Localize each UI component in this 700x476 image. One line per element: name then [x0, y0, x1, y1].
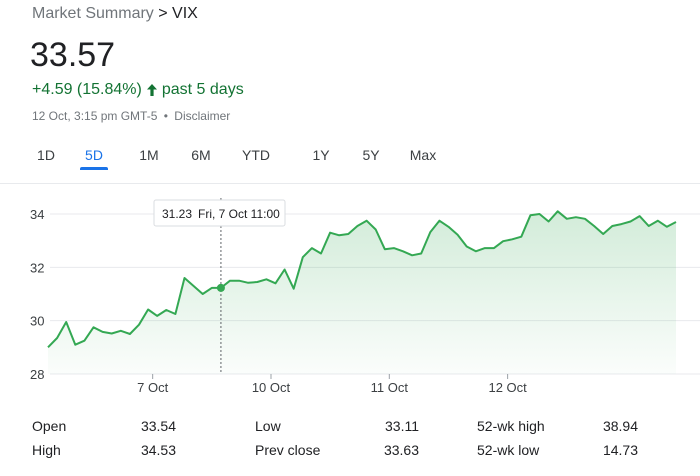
stat-prev-close-label: Prev close [255, 442, 321, 458]
breadcrumb-current: VIX [172, 5, 198, 22]
tab-1y[interactable]: 1Y [312, 147, 330, 163]
tab-ytd[interactable]: YTD [242, 147, 270, 163]
tab-5d[interactable]: 5D [80, 139, 108, 171]
chart-line [47, 210, 677, 348]
breadcrumb-root[interactable]: Market Summary [32, 5, 154, 22]
tooltip-time: Fri, 7 Oct 11:00 [198, 207, 280, 221]
change-period: past 5 days [161, 81, 244, 98]
stat-open-label: Open [32, 418, 67, 434]
quote-timestamp: 12 Oct, 3:15 pm GMT-5 [32, 109, 158, 123]
tabs-divider [0, 183, 700, 184]
tab-max[interactable]: Max [409, 147, 437, 163]
tooltip-value: 31.23 [162, 207, 192, 221]
disclaimer-link[interactable]: Disclaimer [174, 109, 231, 123]
x-tick-label: 11 Oct [371, 380, 409, 395]
stats-row: Open 33.54 Low 33.11 52-wk high 38.94 [0, 418, 700, 440]
tab-6m[interactable]: 6M [191, 147, 211, 163]
y-tick-label: 32 [30, 260, 44, 275]
stats-row: High 34.53 Prev close 33.63 52-wk low 14… [0, 442, 700, 464]
x-tick-label: 12 Oct [488, 380, 527, 395]
current-price: 33.57 [30, 36, 116, 74]
hover-point [216, 283, 225, 292]
tab-1m[interactable]: 1M [139, 147, 159, 163]
y-tick-label: 28 [30, 367, 44, 382]
arrow-up-icon [146, 84, 157, 96]
stat-low-label: Low [255, 418, 281, 434]
tab-1d[interactable]: 1D [37, 147, 55, 163]
stat-52wk-high-value: 38.94 [602, 418, 638, 434]
stat-high-value: 34.53 [140, 442, 176, 458]
chart-area-fill [48, 211, 676, 374]
stat-open-value: 33.54 [140, 418, 176, 434]
stat-52wk-high-label: 52-wk high [477, 418, 545, 434]
x-tick-label: 7 Oct [137, 380, 168, 395]
quote-timestamp-line: 12 Oct, 3:15 pm GMT-5 • Disclaimer [32, 109, 230, 123]
price-chart[interactable]: 28 30 32 34 7 Oct 10 Oct 11 Oct 12 Oct 31.23 Fri,… [0, 190, 700, 400]
breadcrumb-separator: > [158, 5, 168, 22]
timestamp-separator: • [163, 109, 168, 123]
y-tick-label: 34 [30, 207, 44, 222]
stat-high-label: High [32, 442, 61, 458]
tooltip-box [153, 199, 286, 227]
stat-52wk-low-value: 14.73 [602, 442, 638, 458]
change-value: +4.59 (15.84%) [32, 81, 142, 98]
stat-52wk-low-label: 52-wk low [477, 442, 540, 458]
x-tick-label: 10 Oct [252, 380, 291, 395]
tab-5y[interactable]: 5Y [362, 147, 380, 163]
range-tabs: 1D 5D 1M 6M YTD 1Y 5Y Max [26, 139, 440, 171]
breadcrumb: Market Summary > VIX [32, 5, 198, 23]
y-tick-label: 30 [30, 314, 44, 329]
stat-low-value: 33.11 [385, 418, 419, 434]
stat-prev-close-value: 33.63 [383, 442, 419, 458]
price-change: +4.59 (15.84%) past 5 days [32, 81, 244, 99]
